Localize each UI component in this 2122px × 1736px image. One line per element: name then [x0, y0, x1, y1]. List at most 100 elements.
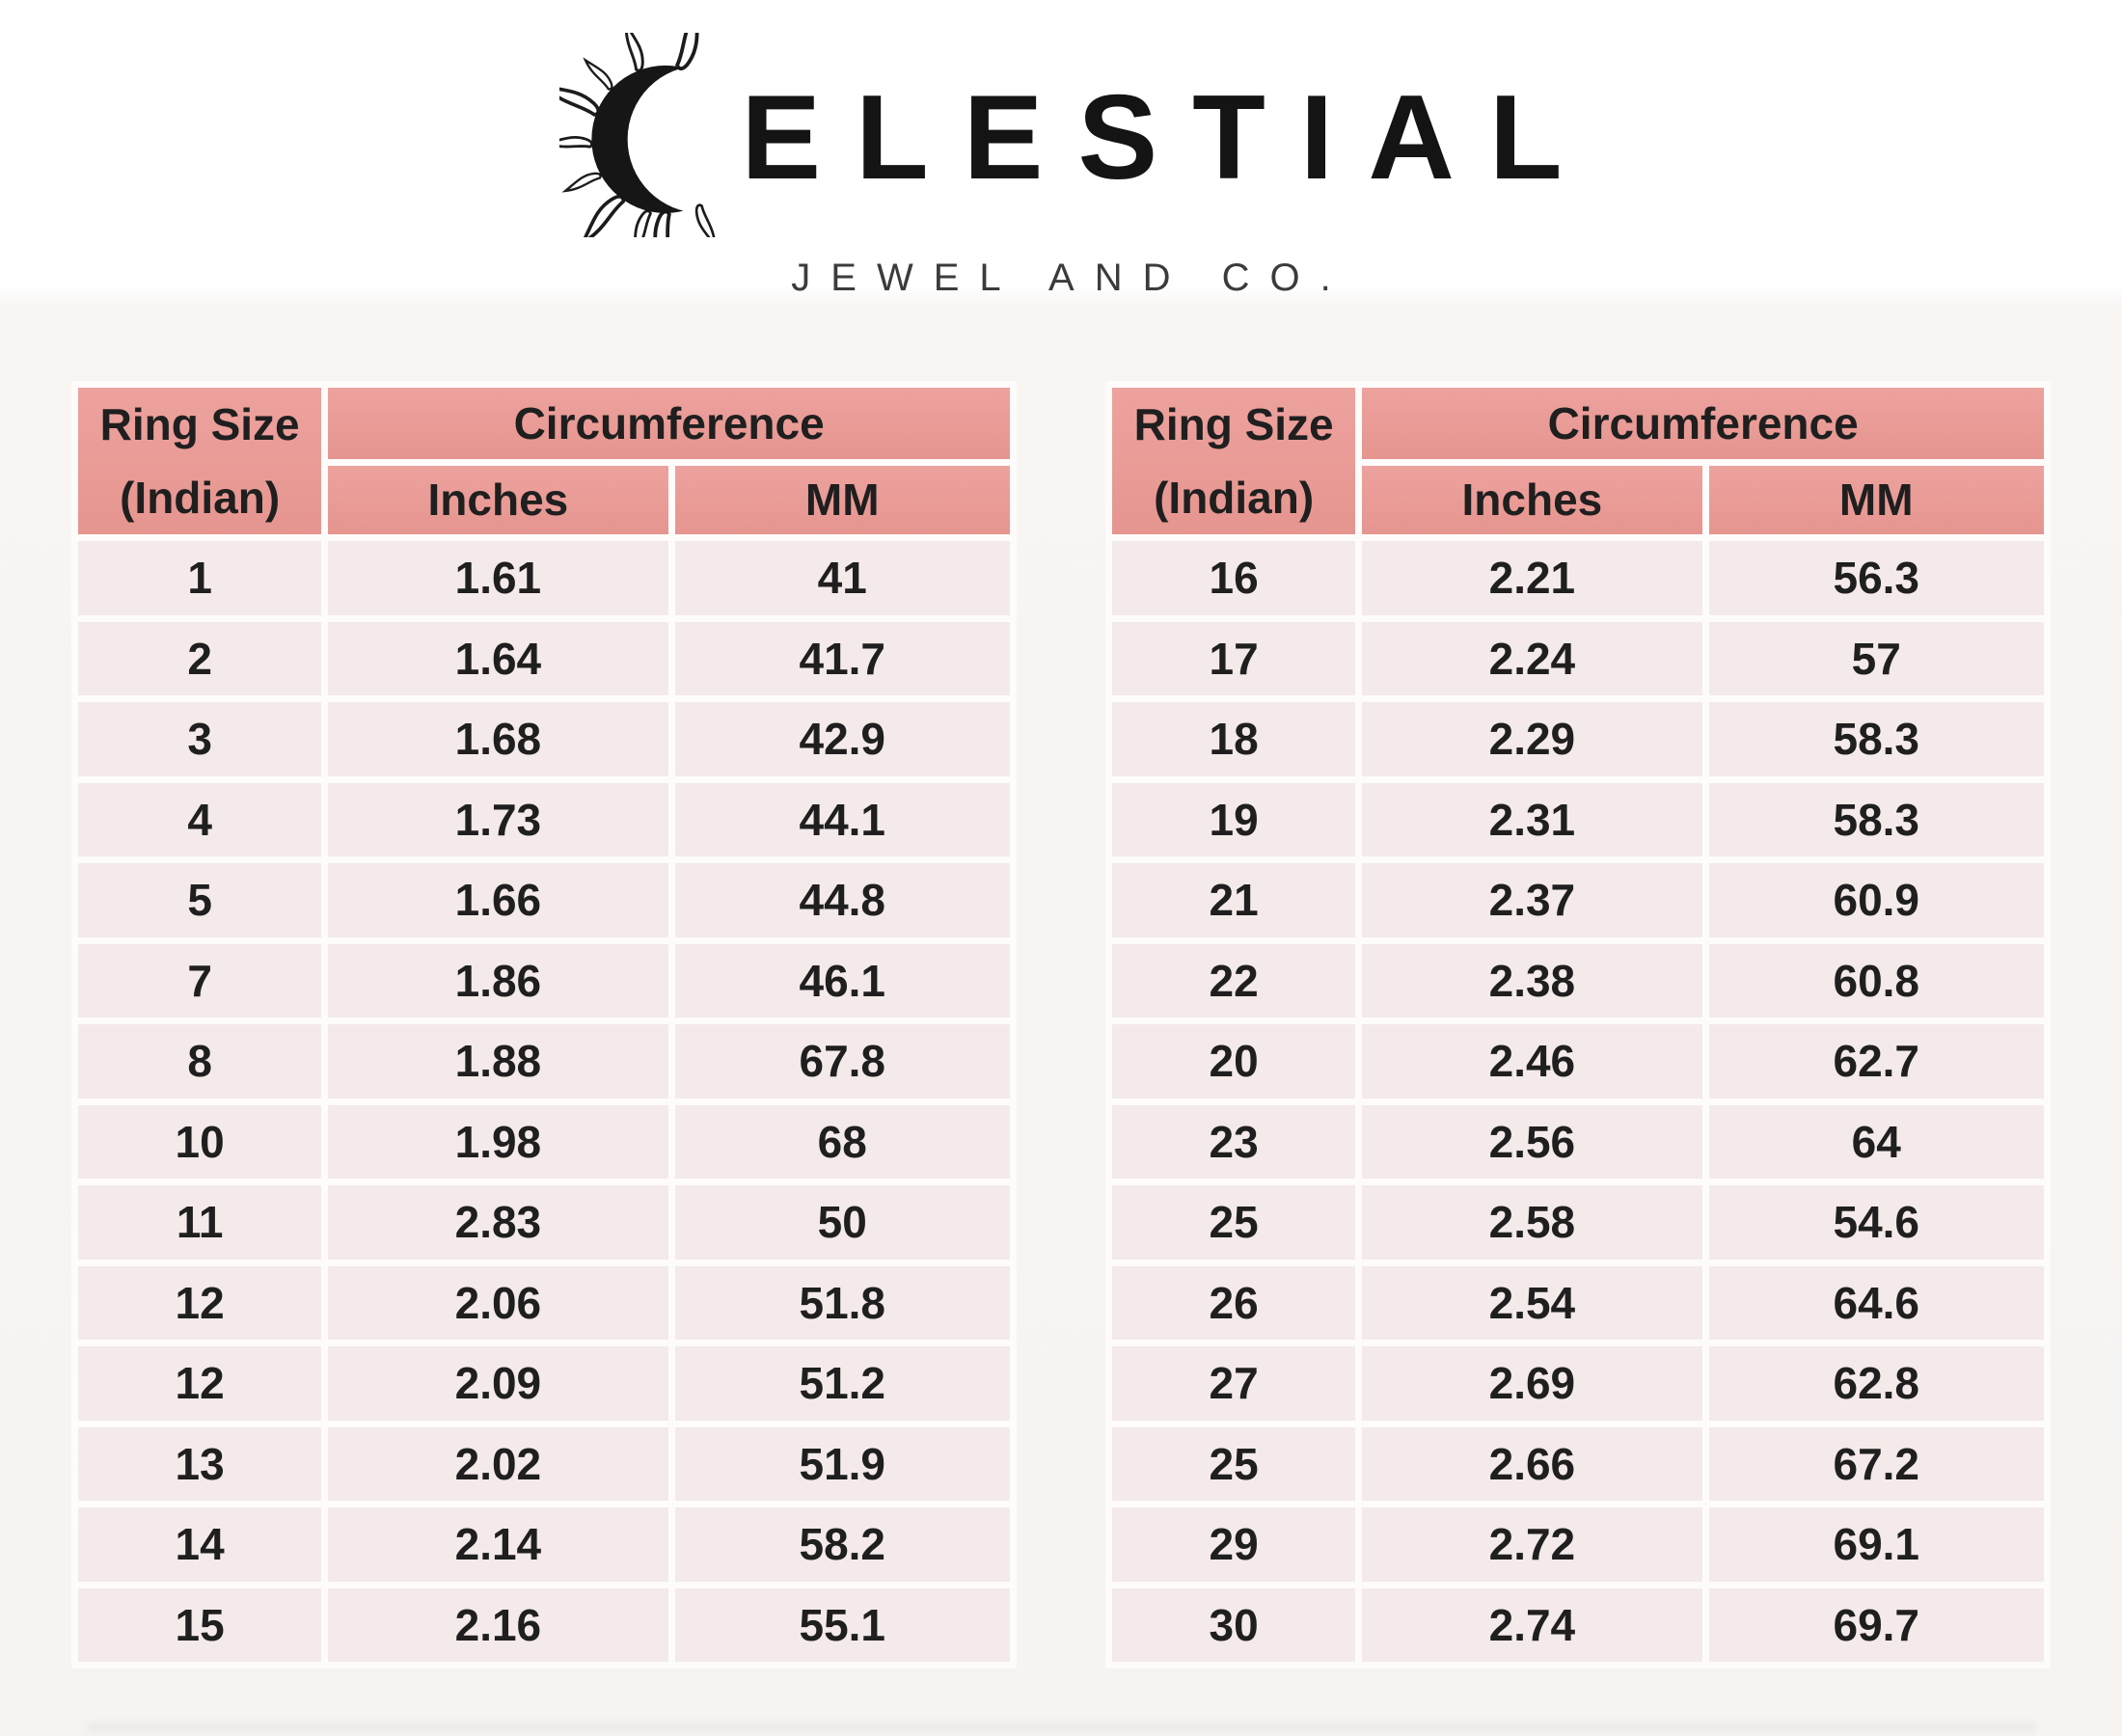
mm-cell: 51.2	[674, 1346, 1010, 1421]
inches-cell: 2.21	[1362, 541, 1702, 615]
table-row: 1 1.61 41	[78, 541, 1010, 615]
ring-size-table-right: Ring Size (Indian) Circumference Inches …	[1105, 381, 2051, 1668]
ring-size-cell: 22	[1112, 943, 1356, 1017]
ring-size-cell: 15	[78, 1587, 322, 1662]
table-row: 8 1.88 67.8	[78, 1024, 1010, 1099]
ring-size-header-line2: (Indian)	[120, 473, 281, 523]
ring-size-cell: 2	[78, 621, 322, 695]
ring-size-cell: 26	[1112, 1265, 1356, 1340]
inches-cell: 2.24	[1362, 621, 1702, 695]
table-row: 10 1.98 68	[78, 1104, 1010, 1179]
mm-cell: 56.3	[1708, 541, 2044, 615]
brand-logo-row: ELESTIAL	[0, 33, 2122, 241]
inches-header: Inches	[1362, 465, 1702, 534]
mm-cell: 46.1	[674, 943, 1010, 1017]
scan-artifact	[87, 1722, 2035, 1733]
inches-cell: 1.98	[328, 1104, 668, 1179]
ring-size-chart-page: ELESTIAL JEWEL AND CO. Ring Size (Indian…	[0, 33, 2122, 1668]
ring-size-cell: 17	[1112, 621, 1356, 695]
mm-cell: 58.3	[1708, 702, 2044, 776]
inches-cell: 2.02	[328, 1426, 668, 1501]
table-row: 2 1.64 41.7	[78, 621, 1010, 695]
table-row: 26 2.54 64.6	[1112, 1265, 2044, 1340]
table-row: 13 2.02 51.9	[78, 1426, 1010, 1501]
table-row: 19 2.31 58.3	[1112, 782, 2044, 856]
inches-cell: 2.72	[1362, 1507, 1702, 1582]
inches-cell: 2.56	[1362, 1104, 1702, 1179]
table-row: 11 2.83 50	[78, 1185, 1010, 1260]
mm-cell: 42.9	[674, 702, 1010, 776]
size-chart-tables: Ring Size (Indian) Circumference Inches …	[0, 381, 2122, 1668]
ring-size-cell: 21	[1112, 863, 1356, 937]
mm-cell: 67.2	[1708, 1426, 2044, 1501]
mm-cell: 44.8	[674, 863, 1010, 937]
ring-size-header-line2: (Indian)	[1154, 473, 1315, 523]
inches-cell: 1.61	[328, 541, 668, 615]
mm-cell: 60.8	[1708, 943, 2044, 1017]
inches-cell: 2.29	[1362, 702, 1702, 776]
ring-size-cell: 25	[1112, 1426, 1356, 1501]
table-row: 14 2.14 58.2	[78, 1507, 1010, 1582]
mm-cell: 62.8	[1708, 1346, 2044, 1421]
ring-size-cell: 10	[78, 1104, 322, 1179]
ring-size-cell: 20	[1112, 1024, 1356, 1099]
ring-size-cell: 30	[1112, 1587, 1356, 1662]
inches-cell: 2.38	[1362, 943, 1702, 1017]
sun-crescent-moon-icon	[559, 33, 740, 237]
ring-size-header: Ring Size (Indian)	[78, 388, 322, 534]
ring-size-cell: 11	[78, 1185, 322, 1260]
ring-size-cell: 25	[1112, 1185, 1356, 1260]
circumference-header: Circumference	[328, 388, 1010, 459]
inches-cell: 2.37	[1362, 863, 1702, 937]
brand-name: ELESTIAL	[741, 71, 1597, 204]
ring-size-cell: 7	[78, 943, 322, 1017]
table-row: 29 2.72 69.1	[1112, 1507, 2044, 1582]
table-row: 4 1.73 44.1	[78, 782, 1010, 856]
mm-cell: 51.9	[674, 1426, 1010, 1501]
mm-cell: 68	[674, 1104, 1010, 1179]
ring-size-header-line1: Ring Size	[99, 399, 300, 449]
table-row: 5 1.66 44.8	[78, 863, 1010, 937]
inches-cell: 2.58	[1362, 1185, 1702, 1260]
ring-size-cell: 4	[78, 782, 322, 856]
table-row: 12 2.09 51.2	[78, 1346, 1010, 1421]
inches-cell: 1.86	[328, 943, 668, 1017]
mm-cell: 64	[1708, 1104, 2044, 1179]
mm-cell: 62.7	[1708, 1024, 2044, 1099]
mm-cell: 64.6	[1708, 1265, 2044, 1340]
mm-cell: 60.9	[1708, 863, 2044, 937]
mm-cell: 41.7	[674, 621, 1010, 695]
table-row: 15 2.16 55.1	[78, 1587, 1010, 1662]
ring-size-table-left: Ring Size (Indian) Circumference Inches …	[71, 381, 1017, 1668]
ring-size-header: Ring Size (Indian)	[1112, 388, 1356, 534]
inches-cell: 2.74	[1362, 1587, 1702, 1662]
mm-cell: 57	[1708, 621, 2044, 695]
inches-cell: 2.06	[328, 1265, 668, 1340]
mm-cell: 67.8	[674, 1024, 1010, 1099]
table-row: 23 2.56 64	[1112, 1104, 2044, 1179]
circumference-header: Circumference	[1362, 388, 2044, 459]
mm-cell: 58.3	[1708, 782, 2044, 856]
table-row: 30 2.74 69.7	[1112, 1587, 2044, 1662]
mm-cell: 55.1	[674, 1587, 1010, 1662]
table-row: 25 2.66 67.2	[1112, 1426, 2044, 1501]
inches-cell: 2.83	[328, 1185, 668, 1260]
ring-size-cell: 5	[78, 863, 322, 937]
table-row: 22 2.38 60.8	[1112, 943, 2044, 1017]
table-row: 17 2.24 57	[1112, 621, 2044, 695]
inches-cell: 1.68	[328, 702, 668, 776]
inches-cell: 2.66	[1362, 1426, 1702, 1501]
table-row: 12 2.06 51.8	[78, 1265, 1010, 1340]
ring-size-cell: 1	[78, 541, 322, 615]
ring-size-header-line1: Ring Size	[1133, 399, 1334, 449]
brand-subtitle: JEWEL AND CO.	[791, 257, 1351, 299]
ring-size-cell: 13	[78, 1426, 322, 1501]
mm-cell: 58.2	[674, 1507, 1010, 1582]
table-row: 27 2.69 62.8	[1112, 1346, 2044, 1421]
inches-cell: 2.09	[328, 1346, 668, 1421]
mm-cell: 54.6	[1708, 1185, 2044, 1260]
inches-cell: 1.88	[328, 1024, 668, 1099]
mm-header: MM	[674, 465, 1010, 534]
ring-size-cell: 14	[78, 1507, 322, 1582]
inches-cell: 2.16	[328, 1587, 668, 1662]
